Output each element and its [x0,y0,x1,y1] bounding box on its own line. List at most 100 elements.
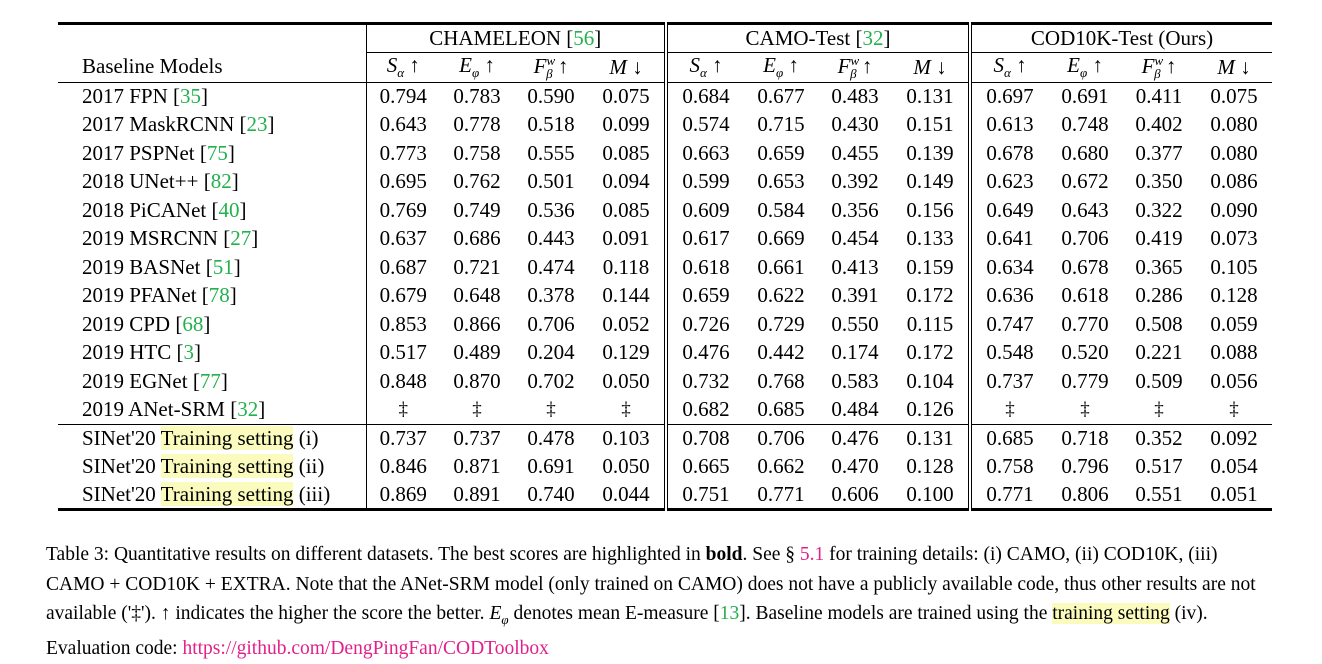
metric-value-cell: 0.686 [453,226,501,251]
metric-value-cell: 0.118 [602,254,650,279]
metric-value-cell: 0.715 [757,112,805,137]
dataset-header-row: CHAMELEON [56] CAMO-Test [32] COD10K-Tes… [58,22,1273,53]
metric-value-cell: 0.489 [453,340,501,365]
metric-value-cell: 0.768 [757,368,805,393]
metric-value-cell: 0.806 [1048,481,1123,512]
metric-value-cell: 0.115 [906,311,954,336]
metric-value-cell: 0.665 [664,452,745,482]
model-name: 2019 ANet-SRM [82,397,225,422]
metric-value-cell: 0.378 [527,283,575,308]
metric-value-cell: 0.103 [588,423,667,453]
metric-value-cell: 0.617 [664,224,745,254]
metric-s-alpha: Sα ↑ [968,52,1049,83]
citation[interactable]: 32 [237,397,259,422]
metric-value-cell: 0.574 [664,110,745,140]
citation[interactable]: 68 [182,311,204,336]
table-row: 2019 MSRCNN [27] 0.637 0.686 0.443 0.091 0.61… [58,224,1272,254]
training-setting-highlight: Training setting [160,482,294,507]
dataset-camo-test: CAMO-Test [32] [664,22,971,53]
sinet-row: SINet'20 Training setting (i) 0.737 0.737 0… [58,423,1273,453]
metric-value-cell: 0.636 [968,281,1049,311]
highlighted-training-setting: training setting [1052,603,1170,624]
metric-value-cell: 0.094 [602,169,650,194]
metric-value-cell: 0.618 [1061,283,1109,308]
model-name: 2019 HTC [82,340,172,365]
metric-value-cell: 0.721 [453,254,501,279]
metric-value-cell: 0.476 [818,423,893,453]
metric-value-cell: 0.691 [1061,84,1109,109]
citation[interactable]: 23 [246,112,268,137]
metric-value-cell: 0.726 [664,310,745,339]
metric-value-cell: 0.221 [1135,340,1183,365]
metric-value-cell: 0.430 [831,112,879,137]
model-name-cell: 2019 HTC [3] [82,340,201,365]
metric-value-cell: 0.584 [757,197,805,222]
metric-value-cell: 0.551 [1122,481,1197,512]
model-name-cell: 2019 CPD [68] [82,311,211,336]
metric-value-cell: 0.059 [1210,311,1258,336]
citation[interactable]: 27 [230,226,252,251]
caption-bold-word: bold [705,544,743,565]
metric-value-cell: 0.737 [968,367,1049,396]
metric-value-cell: 0.402 [1135,112,1183,137]
setting-index: (iii) [298,482,331,507]
metric-value-cell: 0.092 [1196,423,1273,453]
metric-value-cell: 0.695 [365,167,440,197]
metric-value-cell: 0.443 [527,226,575,251]
model-name: 2019 CPD [82,311,171,336]
metric-value-cell: ‡ [1080,398,1090,420]
metric-value-cell: 0.871 [453,454,501,479]
metric-e-phi: Eφ ↑ [744,52,819,83]
metric-value-cell: 0.091 [602,226,650,251]
setting-index: (ii) [298,454,325,479]
citation[interactable]: 51 [212,254,234,279]
section-reference-link[interactable]: 5.1 [799,544,825,565]
sinet-row: SINet'20 Training setting (ii) 0.846 0.871… [58,452,1272,482]
model-name-cell: SINet'20 Training setting (i) [58,423,366,453]
model-name: SINet'20 [82,454,156,479]
citation[interactable]: 40 [218,197,240,222]
header-baseline-models: Baseline Models [58,52,366,83]
table-row: 2018 PiCANet [40] 0.769 0.749 0.536 0.085 0.6… [58,196,1272,225]
citation[interactable]: 82 [210,169,232,194]
table-body: 2017 FPN [35] 0.794 0.783 0.590 0.075 0.684 0.… [58,82,1273,512]
evaluation-code-link[interactable]: https://github.com/DengPingFan/CODToolbo… [182,638,549,660]
metric-value-cell: 0.747 [968,310,1049,339]
citation[interactable]: 75 [206,140,228,165]
metric-value-cell: 0.748 [1061,112,1109,137]
citation[interactable]: 35 [180,84,202,109]
metric-value-cell: 0.706 [744,423,819,453]
metric-value-cell: 0.659 [664,281,745,311]
metric-value-cell: 0.470 [831,454,879,479]
citation[interactable]: 3 [183,340,195,365]
metric-value-cell: 0.606 [818,481,893,512]
metric-value-cell: 0.455 [831,140,879,165]
model-name: 2018 PiCANet [82,197,207,222]
metric-value-cell: 0.685 [968,423,1049,453]
metric-value-cell: 0.737 [440,423,514,453]
metric-mae: M ↓ [588,52,667,83]
table-row: 2017 FPN [35] 0.794 0.783 0.590 0.075 0.684 0.… [58,82,1272,111]
metric-value-cell: 0.762 [453,169,501,194]
metric-value-cell: 0.080 [1210,112,1258,137]
model-name-cell: 2018 UNet++ [82] [82,169,239,194]
metric-value-cell: 0.149 [906,169,954,194]
metric-value-cell: 0.679 [365,281,440,311]
metric-value-cell: 0.771 [744,481,819,512]
metric-value-cell: 0.778 [453,112,501,137]
metric-value-cell: 0.509 [1135,368,1183,393]
metric-value-cell: 0.623 [968,167,1049,197]
metric-value-cell: 0.718 [1048,423,1123,453]
metric-value-cell: 0.706 [1061,226,1109,251]
metric-header-row: Baseline Models Sα ↑ Eφ ↑ Fwβ ↑ M ↓ Sα ↑… [58,52,1273,83]
metric-value-cell: 0.204 [527,340,575,365]
metric-value-cell: 0.684 [664,82,745,111]
metric-value-cell: 0.687 [365,253,440,282]
citation[interactable]: 77 [199,368,221,393]
model-name: 2019 BASNet [82,254,201,279]
citation-link[interactable]: 13 [719,603,740,624]
metric-value-cell: 0.740 [514,481,588,512]
citation[interactable]: 78 [208,283,230,308]
metric-value-cell: 0.648 [453,283,501,308]
metric-value-cell: 0.365 [1135,254,1183,279]
